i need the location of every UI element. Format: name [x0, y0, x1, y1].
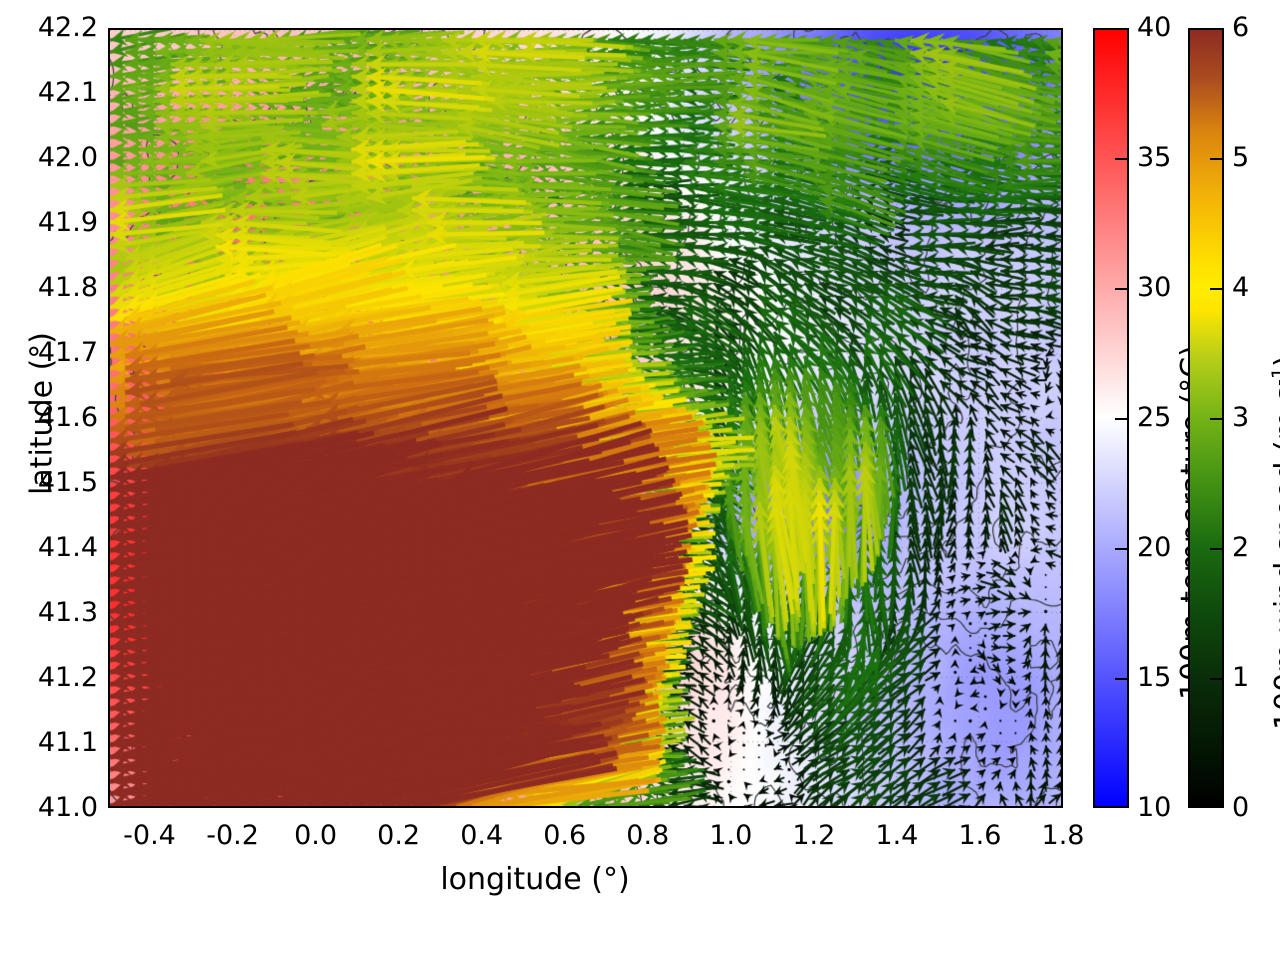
colorbar-tick-mark — [1210, 288, 1224, 290]
windspeed-colorbar-title-main: 100m-wind speed (m s — [1269, 386, 1280, 730]
x-axis-tick-label: 1.8 — [1041, 820, 1085, 851]
x-axis-tick-label: 0.2 — [377, 820, 421, 851]
x-axis-tick-label: 0.8 — [626, 820, 670, 851]
y-axis-title: latitude (°) — [24, 331, 60, 496]
x-axis-title: longitude (°) — [440, 862, 630, 897]
x-axis-tick-label: 0.0 — [294, 820, 338, 851]
colorbar-tick-mark — [1210, 678, 1224, 680]
windspeed-colorbar-title: 100m-wind speed (m s-1) — [1268, 355, 1280, 730]
colorbar-tick-mark — [1115, 158, 1129, 160]
colorbar-tick-mark — [1115, 548, 1129, 550]
x-axis-tick-label: -0.4 — [123, 820, 176, 851]
colorbar-tick-label: 40 — [1137, 12, 1172, 43]
y-axis-tick-label: 41.6 — [37, 402, 98, 433]
y-axis-tick-label: 41.5 — [37, 467, 98, 498]
y-axis-tick-label: 42.2 — [37, 12, 98, 43]
colorbar-tick-label: 5 — [1232, 142, 1250, 173]
y-axis-tick-label: 41.2 — [37, 662, 98, 693]
colorbar-tick-mark — [1210, 548, 1224, 550]
y-axis-tick-label: 41.7 — [37, 337, 98, 368]
y-axis-tick-label: 41.8 — [37, 272, 98, 303]
windspeed-colorbar-title-exponent: -1 — [1268, 367, 1280, 386]
colorbar-tick-mark — [1210, 418, 1224, 420]
colorbar-tick-label: 3 — [1232, 402, 1250, 433]
colorbar-tick-label: 15 — [1137, 662, 1172, 693]
map-plot-area — [108, 28, 1063, 808]
colorbar-tick-label: 10 — [1137, 792, 1172, 823]
wind-temperature-map-canvas — [110, 30, 1061, 806]
colorbar-tick-label: 35 — [1137, 142, 1172, 173]
x-axis-tick-label: 0.4 — [460, 820, 504, 851]
colorbar-tick-mark — [1115, 418, 1129, 420]
x-axis-tick-label: 1.0 — [709, 820, 753, 851]
colorbar-tick-label: 4 — [1232, 272, 1250, 303]
windspeed-colorbar-title-close: ) — [1269, 355, 1280, 367]
colorbar-tick-label: 2 — [1232, 532, 1250, 563]
x-axis-tick-label: 1.6 — [958, 820, 1002, 851]
colorbar-tick-mark — [1115, 678, 1129, 680]
colorbar-tick-mark — [1210, 158, 1224, 160]
x-axis-tick-label: 0.6 — [543, 820, 587, 851]
y-axis-tick-label: 42.0 — [37, 142, 98, 173]
colorbar-tick-mark — [1115, 288, 1129, 290]
colorbar-tick-label: 6 — [1232, 12, 1250, 43]
x-axis-tick-label: 1.4 — [875, 820, 919, 851]
y-axis-tick-label: 41.0 — [37, 792, 98, 823]
colorbar-tick-label: 20 — [1137, 532, 1172, 563]
y-axis-tick-label: 41.4 — [37, 532, 98, 563]
colorbar-tick-label: 30 — [1137, 272, 1172, 303]
colorbar-tick-label: 25 — [1137, 402, 1172, 433]
y-axis-tick-label: 41.3 — [37, 597, 98, 628]
x-axis-tick-label: -0.2 — [206, 820, 259, 851]
y-axis-tick-label: 41.9 — [37, 207, 98, 238]
colorbar-tick-label: 1 — [1232, 662, 1250, 693]
x-axis-tick-label: 1.2 — [792, 820, 836, 851]
colorbar-tick-label: 0 — [1232, 792, 1250, 823]
y-axis-tick-label: 42.1 — [37, 77, 98, 108]
y-axis-tick-label: 41.1 — [37, 727, 98, 758]
